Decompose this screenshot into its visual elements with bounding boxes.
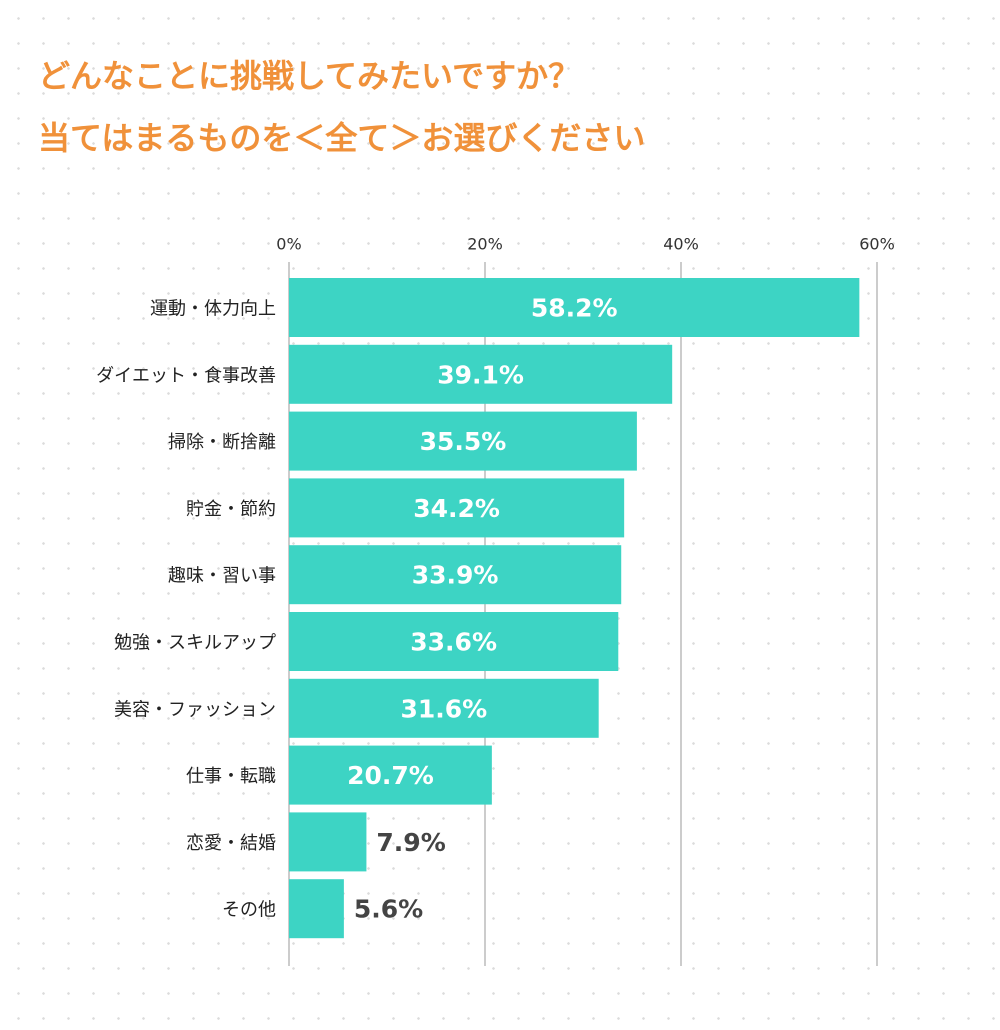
y-tick-label: その他 [222,900,276,921]
bar [289,344,673,404]
value-label: 7.9% [376,828,445,857]
chart-title: 当てはまるものを＜全て＞お選びください [38,119,645,157]
bar [289,879,344,939]
value-label: 58.2% [531,294,618,323]
value-label: 31.6% [400,694,487,723]
y-tick-label: 運動・体力向上 [150,299,276,320]
y-tick-label: 趣味・習い事 [168,566,276,587]
y-tick-label: ダイエット・食事改善 [96,365,276,386]
y-tick-label: 仕事・転職 [186,766,276,787]
x-tick-label: 40% [663,235,699,254]
bar [289,612,619,671]
bar [289,678,599,738]
value-label: 33.9% [412,561,499,590]
x-tick-label: 0% [276,235,301,254]
y-tick-label: 美容・ファッション [114,699,276,720]
value-label: 35.5% [420,427,507,456]
value-label: 33.6% [410,628,497,657]
value-label: 39.1% [437,360,524,389]
chart-title: どんなことに挑戦してみたいですか？ [38,57,580,95]
y-tick-label: 掃除・断捨離 [168,432,276,453]
bar [289,545,622,605]
y-tick-label: 恋愛・結婚 [186,832,276,854]
x-tick-label: 60% [859,235,895,254]
y-tick-label: 勉強・スキルアップ [114,633,276,654]
bar [289,411,637,471]
value-label: 5.6% [354,895,423,924]
bar [289,278,860,337]
bar [289,478,625,538]
bar [289,745,492,805]
value-label: 34.2% [413,494,500,523]
y-tick-label: 貯金・節約 [186,499,276,520]
value-label: 20.7% [347,761,434,790]
bar [289,812,367,872]
x-tick-label: 20% [467,235,503,254]
